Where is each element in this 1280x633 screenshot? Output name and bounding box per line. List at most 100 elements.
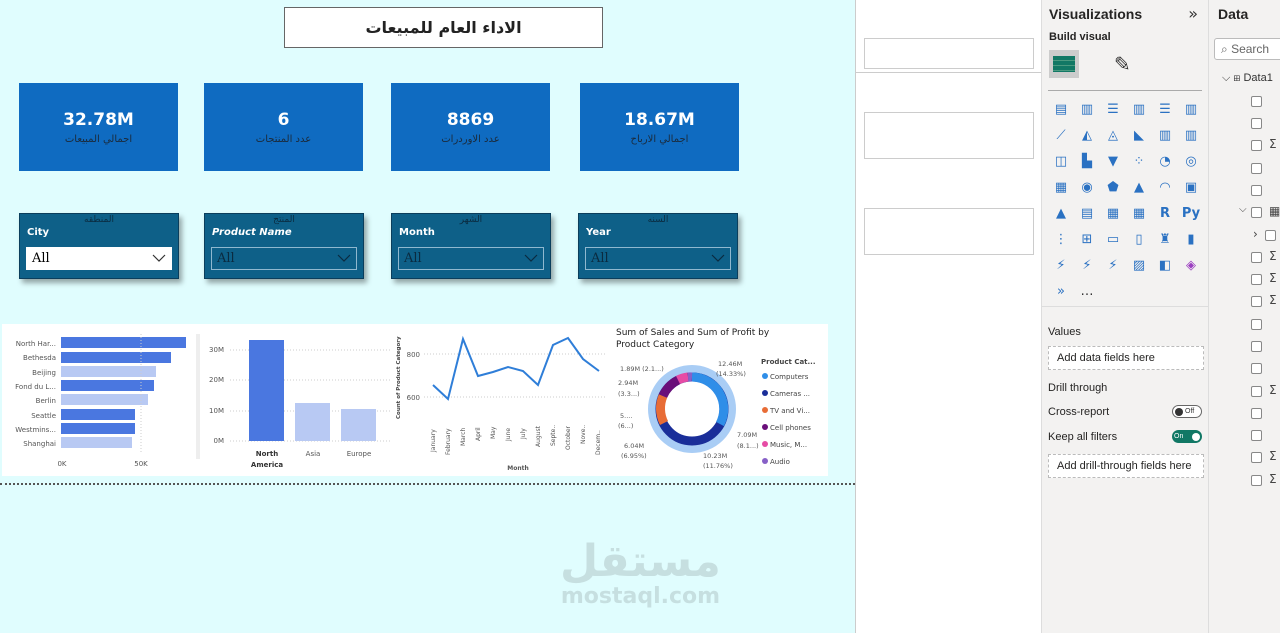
build-visual-tab[interactable] xyxy=(1049,50,1079,78)
key-influencers-icon[interactable]: ⋮ xyxy=(1054,231,1068,247)
ribbon-chart-icon[interactable]: ◫ xyxy=(1054,153,1068,169)
legend-item[interactable]: TV and Vi... xyxy=(769,407,810,415)
legend-item[interactable]: Music, M... xyxy=(770,441,807,449)
field-checkbox[interactable] xyxy=(1251,252,1262,263)
slicer-year[interactable]: السنه Year All xyxy=(578,213,738,279)
filter-well[interactable] xyxy=(864,112,1034,159)
table-icon[interactable]: ▦ xyxy=(1106,205,1120,221)
monthly-orders-line-chart[interactable]: Count of Product Category 800 600 Januar… xyxy=(396,335,607,472)
card-icon[interactable]: ▣ xyxy=(1184,179,1198,195)
image-icon[interactable]: ▨ xyxy=(1132,257,1146,273)
narrative-icon[interactable]: ▯ xyxy=(1135,231,1143,247)
kpi-card-product-count[interactable]: 6 عدد المنتجات xyxy=(204,83,363,171)
gauge-icon[interactable]: ◠ xyxy=(1159,179,1171,195)
paginated-report-icon[interactable]: ▮ xyxy=(1187,231,1195,247)
field-checkbox[interactable] xyxy=(1251,475,1262,486)
chevron-down-icon[interactable]: ⌵ xyxy=(1222,72,1231,84)
ribbon-icon[interactable]: ◣ xyxy=(1134,127,1144,143)
smart-narrative-icon[interactable]: ⚡ xyxy=(1108,257,1118,273)
line-stacked-column-icon[interactable]: ▥ xyxy=(1184,127,1198,143)
field-checkbox[interactable] xyxy=(1251,452,1262,463)
stacked-column-icon[interactable]: ▥ xyxy=(1080,101,1094,117)
python-visual-icon[interactable]: Py xyxy=(1181,205,1201,221)
search-input[interactable]: ⌕ Search xyxy=(1214,38,1280,60)
category-donut-chart[interactable]: Sum of Sales and Sum of Profit by Produc… xyxy=(616,328,816,470)
legend-item[interactable]: Cell phones xyxy=(770,424,811,432)
filled-map-icon[interactable]: ⬟ xyxy=(1107,179,1119,195)
legend-item[interactable]: Computers xyxy=(770,373,809,381)
kpi-icon[interactable]: ▲ xyxy=(1056,205,1066,221)
chevron-down-icon[interactable]: ⌵ xyxy=(1239,204,1247,215)
kpi-card-order-count[interactable]: 8869 عدد الاوردرات xyxy=(391,83,550,171)
kpi-card-total-sales[interactable]: 32.78M اجمالي المبيعات xyxy=(19,83,178,171)
decomposition-tree-icon[interactable]: ⊞ xyxy=(1081,231,1093,247)
field-checkbox[interactable] xyxy=(1265,230,1276,241)
field-checkbox[interactable] xyxy=(1251,163,1262,174)
slicer-city[interactable]: المنطقه City All xyxy=(19,213,179,279)
chevron-right-icon[interactable]: › xyxy=(1253,227,1258,241)
field-checkbox[interactable] xyxy=(1251,408,1262,419)
stacked-area-icon[interactable]: ◬ xyxy=(1108,127,1118,143)
legend-item[interactable]: Audio xyxy=(770,458,790,466)
filter-well[interactable] xyxy=(864,38,1034,69)
cross-report-toggle[interactable]: Off xyxy=(1172,405,1202,418)
field-checkbox[interactable] xyxy=(1251,274,1262,285)
keep-filters-toggle[interactable]: On xyxy=(1172,430,1202,443)
field-checkbox[interactable] xyxy=(1251,386,1262,397)
stacked-bar-icon[interactable]: ▤ xyxy=(1054,101,1068,117)
region-sales-bar-chart[interactable]: 0M 10M 20M 30M North America Asia Europe xyxy=(209,340,392,469)
field-checkbox[interactable] xyxy=(1251,185,1262,196)
field-checkbox[interactable] xyxy=(1251,341,1262,352)
field-checkbox[interactable] xyxy=(1251,140,1262,151)
field-checkbox[interactable] xyxy=(1251,207,1262,218)
format-visual-icon[interactable]: ✎ xyxy=(1114,52,1131,76)
slicer-icon[interactable]: ▤ xyxy=(1080,205,1094,221)
scatter-icon[interactable]: ⁘ xyxy=(1133,153,1145,169)
qa-icon[interactable]: ▭ xyxy=(1106,231,1120,247)
kpi-card-total-profit[interactable]: 18.67M اجمالي الارباح xyxy=(580,83,739,171)
donut-icon[interactable]: ◎ xyxy=(1185,153,1197,169)
power-automate-icon[interactable]: ⚡ xyxy=(1082,257,1092,273)
table-node[interactable]: ⌵ ⊞ Data1 xyxy=(1222,72,1273,85)
treemap-icon[interactable]: ▦ xyxy=(1054,179,1068,195)
slicer-dropdown[interactable]: All xyxy=(398,247,544,270)
custom-visual-icon[interactable]: ◈ xyxy=(1186,257,1196,273)
collapse-icon[interactable]: » xyxy=(1188,4,1198,23)
100-column-icon[interactable]: ▥ xyxy=(1184,101,1198,117)
map-icon[interactable]: ◉ xyxy=(1081,179,1093,195)
more-visuals-icon[interactable]: … xyxy=(1080,283,1094,299)
values-well[interactable]: Add data fields here xyxy=(1048,346,1204,370)
field-checkbox[interactable] xyxy=(1251,296,1262,307)
funnel-icon[interactable]: ▼ xyxy=(1108,153,1118,169)
arcgis-icon[interactable]: ◧ xyxy=(1158,257,1172,273)
legend-item[interactable]: Cameras ... xyxy=(770,390,810,398)
city-sales-bar-chart[interactable]: North Har... Bethesda Beijing Fond du L.… xyxy=(15,334,200,468)
slicer-dropdown[interactable]: All xyxy=(585,247,731,270)
keep-filters-label: Keep all filters xyxy=(1048,430,1118,443)
field-checkbox[interactable] xyxy=(1251,363,1262,374)
goals-icon[interactable]: ♜ xyxy=(1159,231,1171,247)
field-checkbox[interactable] xyxy=(1251,319,1262,330)
100-bar-icon[interactable]: ☰ xyxy=(1159,101,1171,117)
line-column-icon[interactable]: ▥ xyxy=(1158,127,1172,143)
matrix-icon[interactable]: ▦ xyxy=(1132,205,1146,221)
field-checkbox[interactable] xyxy=(1251,96,1262,107)
azure-map-icon[interactable]: ▲ xyxy=(1134,179,1144,195)
clustered-column-icon[interactable]: ▥ xyxy=(1132,101,1146,117)
r-visual-icon[interactable]: R xyxy=(1159,205,1170,221)
field-checkbox[interactable] xyxy=(1251,430,1262,441)
clustered-bar-icon[interactable]: ☰ xyxy=(1107,101,1119,117)
pie-icon[interactable]: ◔ xyxy=(1159,153,1171,169)
slicer-product[interactable]: المنتج Product Name All xyxy=(204,213,364,279)
power-apps-icon[interactable]: ⚡ xyxy=(1056,257,1066,273)
area-chart-icon[interactable]: ◭ xyxy=(1082,127,1092,143)
power-automate-flow-icon[interactable]: » xyxy=(1057,283,1065,299)
slicer-dropdown[interactable]: All xyxy=(211,247,357,270)
drill-through-well[interactable]: Add drill-through fields here xyxy=(1048,454,1204,478)
field-checkbox[interactable] xyxy=(1251,118,1262,129)
filter-well[interactable] xyxy=(864,208,1034,255)
slicer-month[interactable]: الشهر Month All xyxy=(391,213,551,279)
slicer-dropdown[interactable]: All xyxy=(26,247,172,270)
waterfall-icon[interactable]: ▙ xyxy=(1082,153,1092,169)
line-chart-icon[interactable]: ⟋ xyxy=(1056,127,1066,143)
